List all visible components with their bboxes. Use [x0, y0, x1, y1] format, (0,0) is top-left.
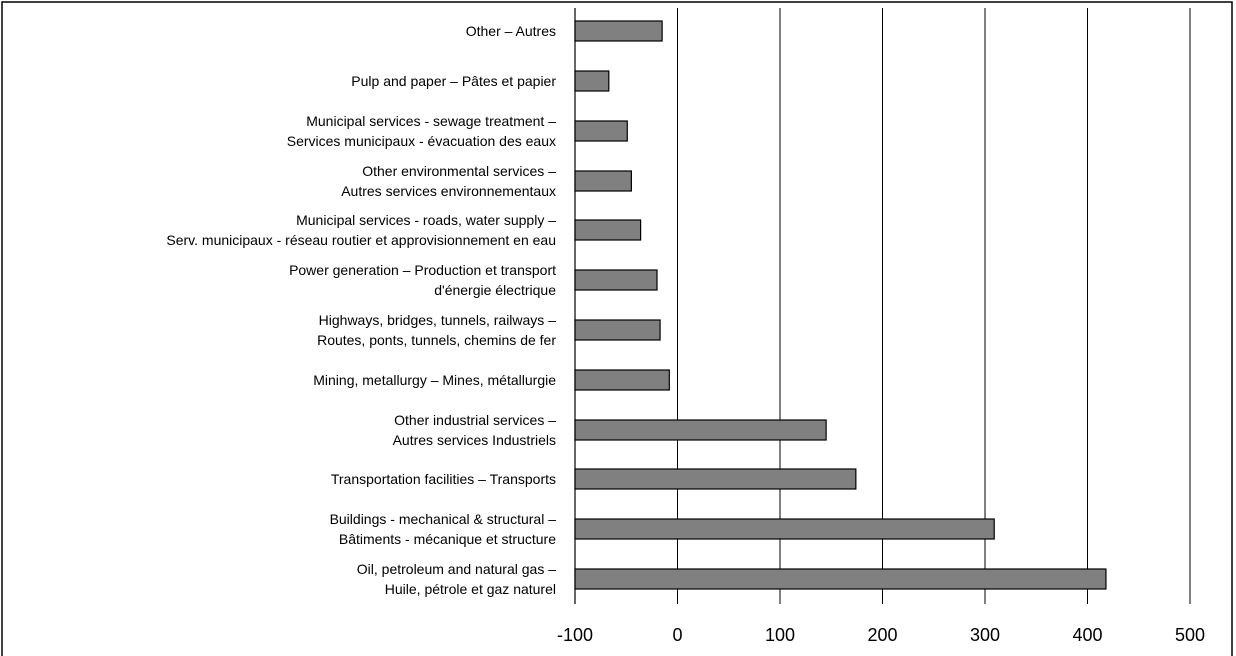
- category-label: Other – Autres: [466, 23, 556, 39]
- x-tick-label: 300: [970, 625, 1000, 645]
- category-label: Power generation – Production et transpo…: [289, 262, 556, 278]
- x-tick-label: 0: [672, 625, 682, 645]
- bar: [574, 219, 642, 241]
- category-label: Bâtiments - mécanique et structure: [339, 531, 556, 547]
- category-label: Municipal services - sewage treatment –: [306, 113, 556, 129]
- bar: [574, 70, 610, 92]
- category-label: Highways, bridges, tunnels, railways –: [319, 312, 557, 328]
- x-tick-label: 500: [1175, 625, 1205, 645]
- category-label: Buildings - mechanical & structural –: [330, 511, 557, 527]
- category-label: Autres services environnementaux: [341, 183, 556, 199]
- bar: [574, 269, 658, 291]
- x-axis-tick-labels: -100 0 100 200 300 400 500: [557, 625, 1205, 645]
- category-label: Oil, petroleum and natural gas –: [357, 561, 556, 577]
- x-tick-label: 200: [867, 625, 897, 645]
- bar: [574, 170, 632, 192]
- x-tick-label: -100: [557, 625, 593, 645]
- bar: [574, 568, 1107, 590]
- category-label: Services municipaux - évacuation des eau…: [287, 133, 556, 149]
- category-label: Routes, ponts, tunnels, chemins de fer: [317, 332, 556, 348]
- category-label: Mining, metallurgy – Mines, métallurgie: [313, 372, 556, 388]
- category-label: Huile, pétrole et gaz naturel: [385, 581, 556, 597]
- gridlines: [574, 8, 1191, 604]
- category-label: Other industrial services –: [394, 412, 556, 428]
- category-labels: Other – Autres Pulp and paper – Pâtes et …: [166, 23, 556, 597]
- bar: [574, 120, 628, 142]
- x-tick-label: 400: [1072, 625, 1102, 645]
- bar: [574, 20, 663, 42]
- category-label: Autres services Industriels: [393, 432, 556, 448]
- category-label: Serv. municipaux - réseau routier et app…: [166, 232, 556, 248]
- category-label: Transportation facilities – Transports: [331, 471, 556, 487]
- bar: [574, 319, 661, 341]
- bar: [574, 468, 857, 490]
- bar: [574, 419, 827, 441]
- category-label: Other environmental services –: [362, 163, 556, 179]
- x-tick-label: 100: [765, 625, 795, 645]
- category-label: Municipal services - roads, water supply…: [296, 212, 556, 228]
- bar: [574, 518, 995, 540]
- bars: [574, 20, 1107, 590]
- category-label: Pulp and paper – Pâtes et papier: [351, 73, 556, 89]
- bar: [574, 369, 670, 391]
- category-label: d'énergie électrique: [434, 282, 556, 298]
